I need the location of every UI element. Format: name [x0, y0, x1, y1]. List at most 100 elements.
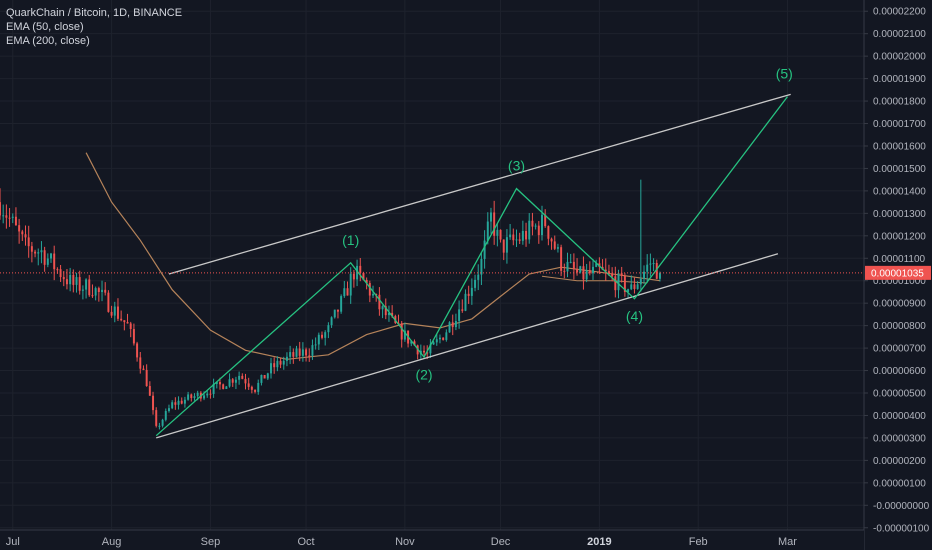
candle-down	[563, 270, 566, 272]
wave-label: (1)	[342, 232, 359, 248]
candle-up	[569, 261, 572, 263]
candle-up	[528, 220, 531, 240]
candle-down	[254, 389, 257, 392]
candle-down	[218, 382, 221, 385]
candle-down	[91, 295, 94, 297]
symbol-title[interactable]: QuarkChain / Bitcoin, 1D, BINANCE	[6, 7, 183, 19]
candle-down	[525, 230, 528, 240]
candle-down	[107, 292, 110, 312]
candle-up	[75, 277, 78, 285]
candle-up	[445, 332, 448, 340]
candle-up	[270, 363, 272, 374]
price-tick-label: 0.00000900	[873, 299, 926, 310]
candle-down	[65, 279, 68, 285]
candle-up	[658, 272, 661, 279]
legend: QuarkChain / Bitcoin, 1D, BINANCE EMA (5…	[6, 6, 182, 48]
candle-up	[410, 341, 413, 344]
candle-up	[187, 394, 190, 400]
candle-up	[438, 337, 441, 340]
candle-up	[234, 379, 237, 383]
candle-down	[461, 309, 464, 311]
ema50-label[interactable]: EMA (50, close)	[6, 21, 84, 33]
candle-up	[212, 383, 215, 394]
candle-down	[604, 269, 607, 272]
candle-up	[193, 396, 196, 399]
candle-up	[327, 325, 330, 333]
candle-down	[5, 215, 8, 218]
candle-up	[94, 288, 97, 296]
candle-down	[512, 234, 515, 241]
candle-down	[120, 318, 123, 321]
candle-down	[550, 238, 553, 242]
candle-up	[46, 258, 49, 265]
price-tick-label: 0.00000500	[873, 389, 926, 400]
wave-layer: (1) (2) (3) (4) (5)	[155, 66, 793, 437]
candle-down	[493, 212, 496, 236]
candle-up	[454, 320, 457, 328]
candle-up	[630, 284, 633, 290]
price-tick-label: 0.00001800	[873, 97, 926, 108]
wave-label: (4)	[626, 308, 643, 324]
candle-down	[24, 234, 27, 238]
grid-layer	[0, 0, 864, 530]
time-tick-label: Nov	[395, 536, 415, 548]
candle-down	[247, 383, 250, 387]
candle-down	[531, 220, 534, 227]
candle-up	[238, 375, 241, 380]
price-tick-label: 0.00001600	[873, 141, 926, 152]
price-tick-label: 0.00001700	[873, 119, 926, 130]
time-tick-label: Aug	[102, 536, 122, 548]
candle-up	[435, 339, 438, 343]
time-axis[interactable]: Jul Aug Sep Oct Nov Dec 2019 Feb Mar	[0, 529, 864, 550]
candle-up	[585, 270, 588, 280]
candle-down	[391, 312, 394, 317]
candle-down	[537, 225, 540, 236]
candle-down	[467, 293, 470, 296]
candle-up	[295, 348, 298, 357]
candle-down	[273, 363, 276, 368]
candle-up	[203, 395, 206, 399]
candle-down	[129, 323, 132, 329]
wave-label: (5)	[776, 66, 793, 82]
candle-up	[317, 334, 320, 345]
price-axis[interactable]: 0.00002200 0.00002100 0.00002000 0.00001900…	[863, 0, 932, 550]
candle-down	[62, 277, 65, 280]
price-tick-label: 0.00001000	[873, 276, 926, 287]
candle-down	[368, 283, 371, 296]
candle-up	[403, 330, 406, 340]
candle-up	[595, 263, 598, 267]
candle-down	[336, 309, 339, 312]
candle-up	[266, 373, 269, 379]
ema200-label[interactable]: EMA (200, close)	[6, 35, 90, 47]
candle-down	[190, 394, 193, 399]
candle-down	[384, 306, 387, 316]
wave-label: (2)	[415, 367, 432, 383]
candle-up	[171, 402, 174, 409]
candle-up	[2, 215, 5, 217]
candle-up	[541, 214, 543, 236]
lower-channel	[156, 253, 779, 439]
candle-down	[576, 269, 579, 273]
candle-down	[305, 349, 308, 356]
price-tick-label: 0.00001300	[873, 209, 926, 220]
candle-down	[30, 246, 33, 252]
candle-up	[85, 279, 88, 290]
candle-down	[139, 357, 142, 369]
candle-up	[649, 263, 652, 265]
time-tick-label: Feb	[689, 536, 708, 548]
candle-layer	[0, 179, 661, 430]
candle-down	[142, 368, 145, 370]
candle-down	[104, 289, 107, 293]
candle-down	[18, 225, 21, 232]
candle-down	[623, 275, 626, 292]
candle-up	[448, 322, 451, 333]
time-tick-label: Jul	[6, 536, 20, 548]
time-axis-bg	[0, 530, 864, 550]
price-tick-label: 0.00000100	[873, 478, 926, 489]
price-tick-label: 0.00000400	[873, 411, 926, 422]
candle-down	[378, 294, 381, 310]
candle-up	[627, 289, 630, 292]
candle-up	[636, 284, 639, 289]
